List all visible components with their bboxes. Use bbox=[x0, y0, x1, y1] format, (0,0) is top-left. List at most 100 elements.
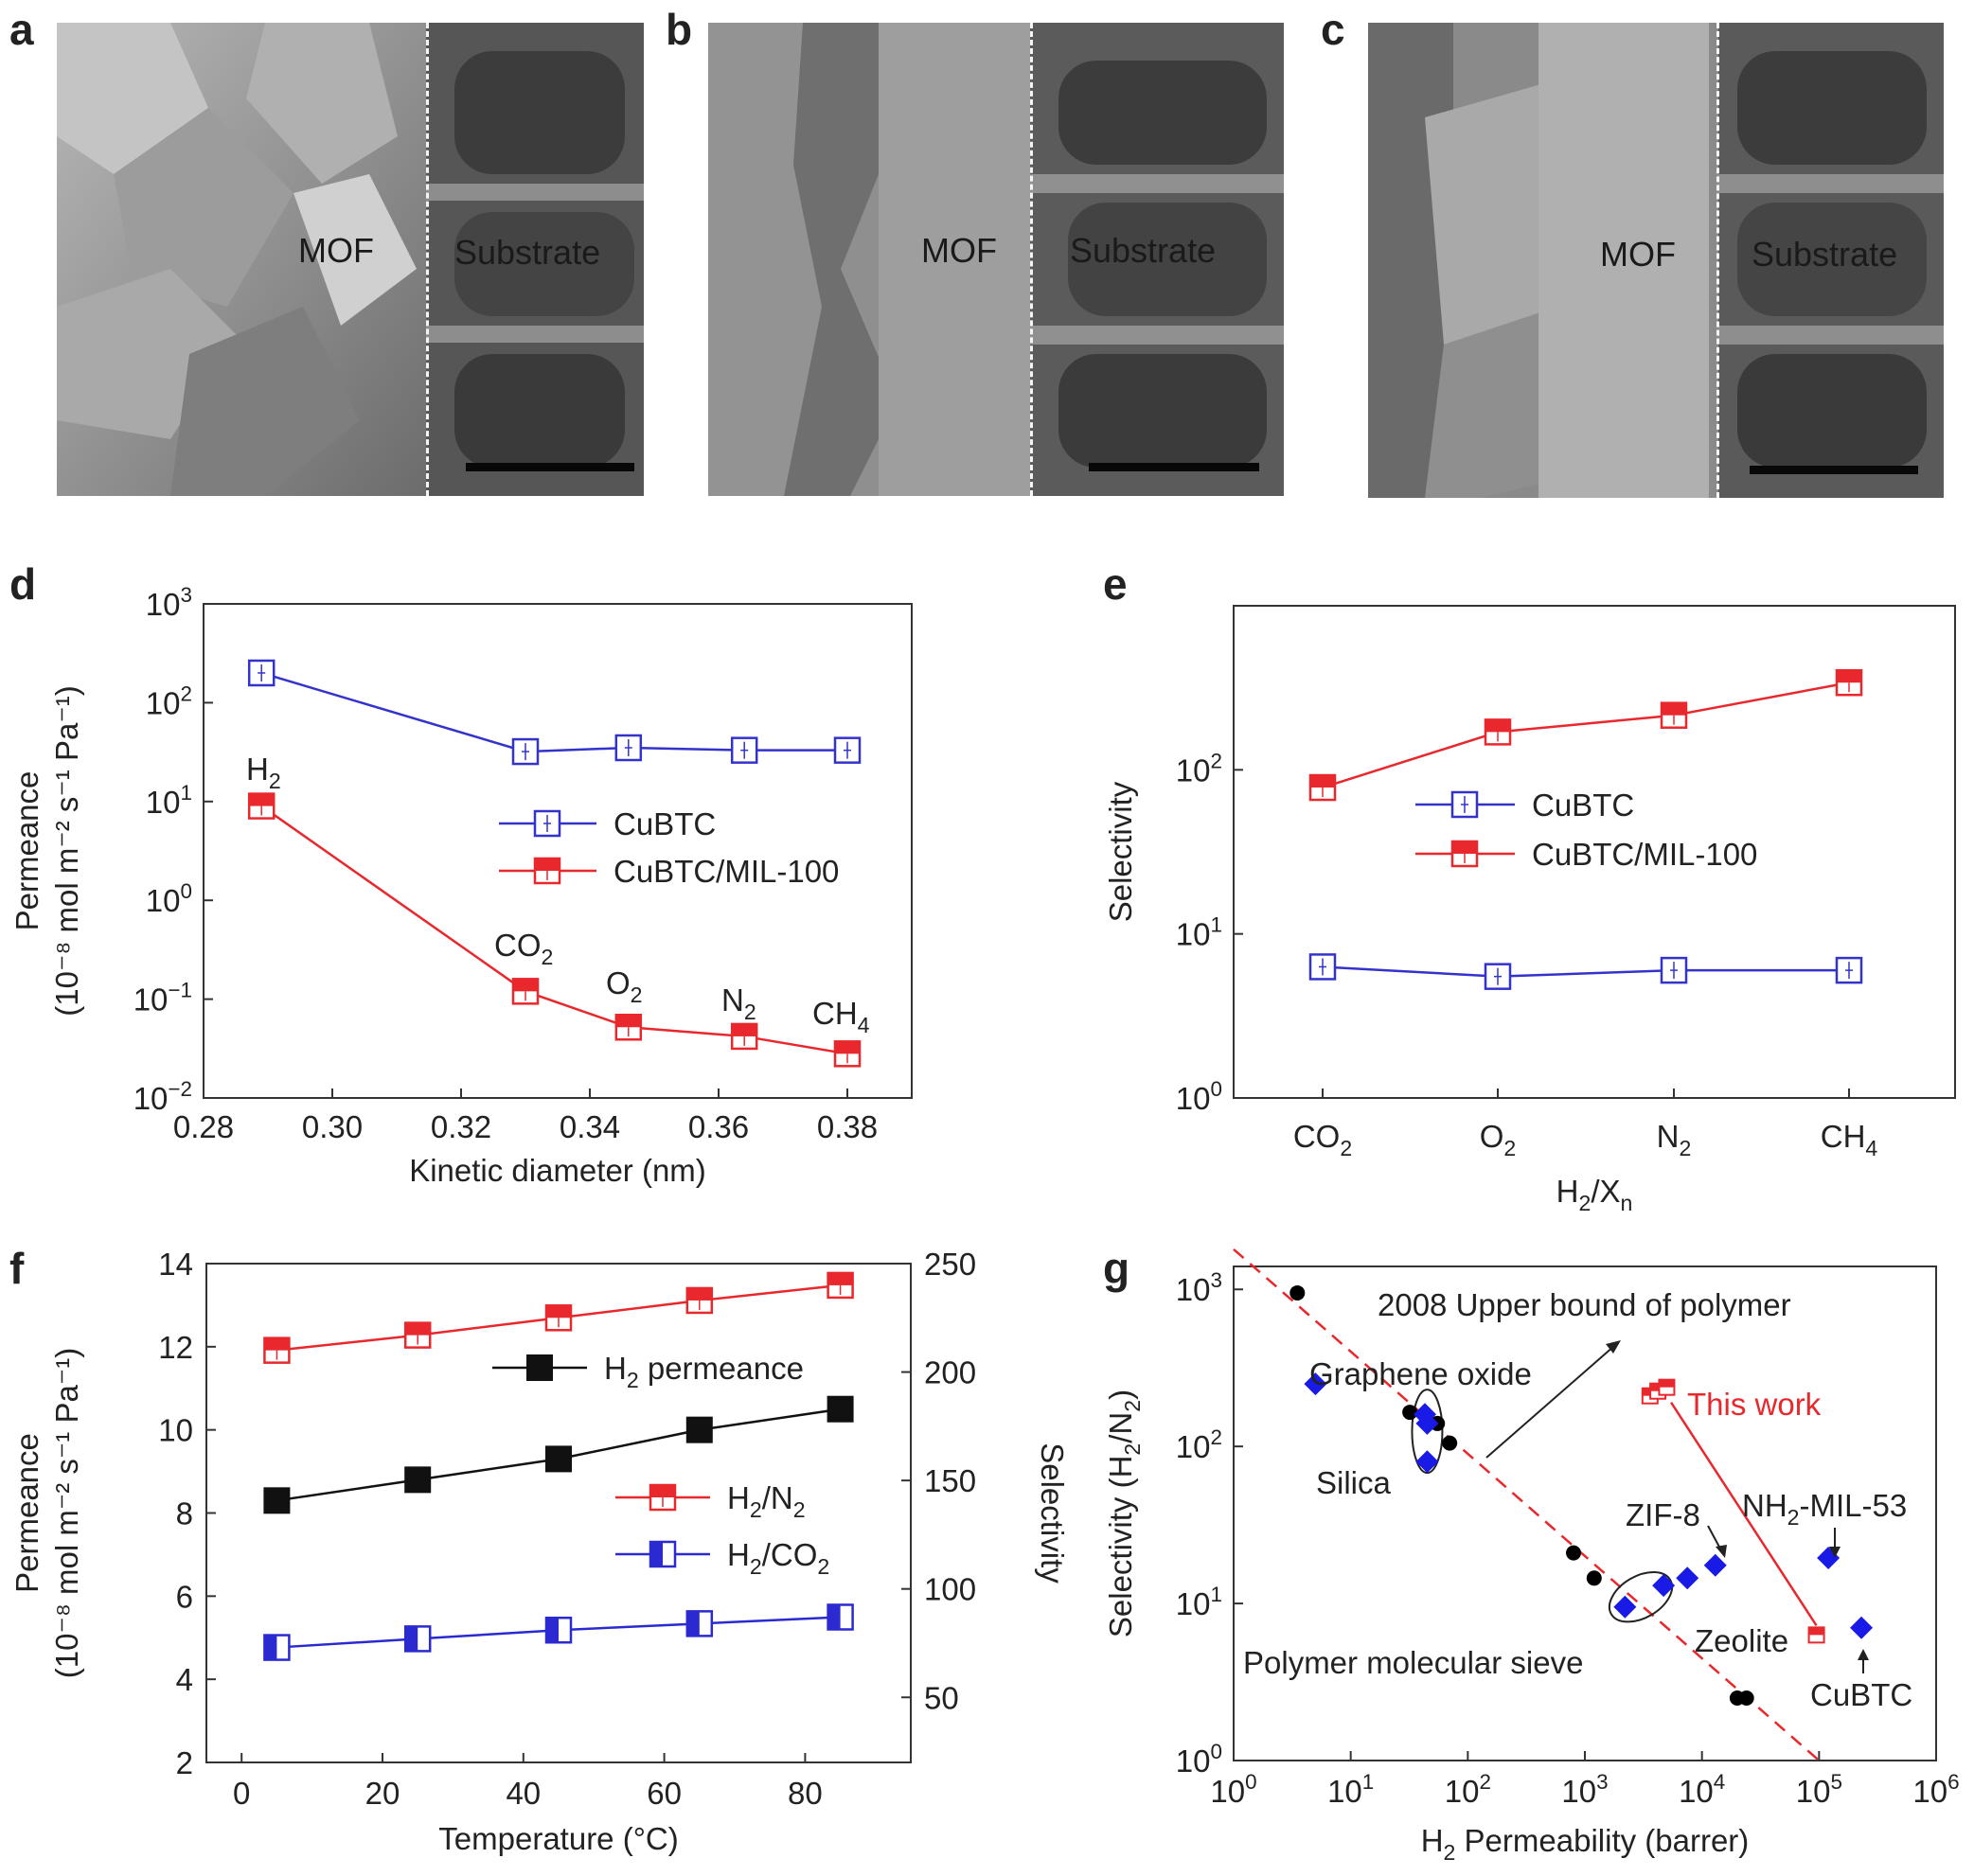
chart-g-black-point-3 bbox=[1442, 1435, 1458, 1451]
chart-g-ytick-label-0: 100 bbox=[1176, 1740, 1222, 1779]
chart-e-frame bbox=[1233, 605, 1956, 1099]
chart-f-y2tick-label-3: 200 bbox=[924, 1355, 976, 1390]
chart-d-legend-label-0: CuBTC bbox=[614, 806, 716, 841]
chart-g-label-3: NH2-MIL-53 bbox=[1742, 1488, 1907, 1530]
chart-f-point-2-3 bbox=[685, 1610, 714, 1637]
sem-texture-b bbox=[708, 23, 1284, 496]
chart-g-upper-bound-line bbox=[1233, 1248, 1821, 1761]
chart-d-line-0 bbox=[260, 671, 847, 753]
chart-e-point-0-2 bbox=[1660, 956, 1688, 984]
chart-f-point-0-1 bbox=[404, 1466, 432, 1494]
chart-f-point-1-1 bbox=[403, 1321, 432, 1349]
chart-g-label-6: CuBTC bbox=[1810, 1677, 1912, 1712]
chart-g-black-point-1 bbox=[1402, 1405, 1418, 1421]
chart-f-point-2-1 bbox=[403, 1625, 432, 1653]
chart-e-line-1 bbox=[1322, 681, 1850, 789]
chart-f-ytick-label-4: 10 bbox=[158, 1413, 193, 1448]
chart-g-this-work-point-3 bbox=[1807, 1626, 1825, 1644]
panel-letter-g: g bbox=[1103, 1244, 1130, 1293]
chart-d-point-1-1 bbox=[511, 978, 540, 1005]
chart-e-legend-marker-0 bbox=[1450, 790, 1479, 819]
chart-d-ylabel-line2: (10⁻⁸ mol m⁻² s⁻¹ Pa⁻¹) bbox=[49, 685, 84, 1016]
chart-f-y2tick-label-0: 50 bbox=[924, 1680, 959, 1715]
chart-e-xtick-label-0: CO2 bbox=[1293, 1119, 1352, 1160]
chart-f-point-2-4 bbox=[827, 1603, 854, 1631]
chart-g-zif8-arrowhead bbox=[1716, 1545, 1727, 1558]
chart-g-xtick-label-4: 104 bbox=[1679, 1770, 1725, 1809]
chart-d-point-0-0 bbox=[247, 659, 276, 687]
chart-f-point-0-0 bbox=[263, 1487, 291, 1514]
chart-g-blue-diamond-7 bbox=[1703, 1553, 1727, 1577]
chart-d-point-1-3 bbox=[730, 1022, 758, 1051]
chart-g-blue-diamond-9 bbox=[1850, 1616, 1874, 1639]
chart-d-annotation-0: H2 bbox=[246, 752, 281, 793]
panel-letter-d: d bbox=[9, 559, 37, 609]
chart-e-point-0-3 bbox=[1835, 956, 1863, 984]
chart-d-annotation-1: CO2 bbox=[494, 928, 553, 969]
chart-d-point-0-3 bbox=[730, 736, 758, 764]
chart-d-point-0-4 bbox=[833, 736, 862, 764]
chart-d-annotation-4: CH4 bbox=[812, 996, 870, 1037]
chart-g-ylabel: Selectivity (H2/N2) bbox=[1103, 1389, 1145, 1637]
sem-c-mof-label: MOF bbox=[1600, 235, 1676, 274]
chart-g-black-point-7 bbox=[1738, 1690, 1754, 1706]
chart-g-black-point-5 bbox=[1586, 1570, 1602, 1586]
chart-g-label-1: Silica bbox=[1316, 1465, 1392, 1500]
chart-f-xtick-label-2: 40 bbox=[506, 1776, 541, 1811]
chart-f-point-0-3 bbox=[685, 1416, 713, 1443]
sem-texture-a bbox=[57, 23, 644, 496]
chart-f-point-1-4 bbox=[827, 1271, 854, 1300]
chart-e-ytick-label-2: 102 bbox=[1176, 749, 1222, 788]
chart-g-ytick-label-1: 101 bbox=[1176, 1583, 1222, 1621]
chart-g-this-work-arrow bbox=[1670, 1402, 1818, 1627]
chart-d-ytick-label-1: 10−1 bbox=[133, 979, 192, 1018]
chart-g-label-7: This work bbox=[1687, 1387, 1822, 1422]
chart-g-xlabel: H2 Permeability (barrer) bbox=[1421, 1823, 1750, 1865]
scale-bar-c bbox=[1750, 466, 1918, 474]
chart-f-legend-label-2: H2/CO2 bbox=[727, 1537, 829, 1579]
chart-g-blue-diamond-5 bbox=[1652, 1574, 1676, 1598]
chart-d-point-1-0 bbox=[247, 792, 276, 820]
sem-a-substrate-label: Substrate bbox=[454, 233, 601, 272]
chart-f-ytick-label-5: 12 bbox=[158, 1330, 193, 1365]
chart-g-blue-diamond-2 bbox=[1415, 1411, 1439, 1435]
chart-f-xtick-label-0: 0 bbox=[233, 1776, 250, 1811]
chart-g-ytick-label-2: 102 bbox=[1176, 1425, 1222, 1464]
chart-f-ytick-label-3: 8 bbox=[176, 1496, 193, 1531]
sem-texture-c bbox=[1368, 23, 1944, 498]
chart-f-xtick-label-3: 60 bbox=[647, 1776, 682, 1811]
chart-g-ytick-label-3: 103 bbox=[1176, 1268, 1222, 1307]
chart-g-xtick-label-0: 100 bbox=[1210, 1770, 1256, 1809]
chart-e-point-1-1 bbox=[1484, 718, 1512, 746]
chart-d-xtick-label-1: 0.30 bbox=[302, 1109, 363, 1144]
chart-e-xlabel: H2/Xn bbox=[1556, 1174, 1633, 1215]
chart-g-xtick-label-5: 105 bbox=[1796, 1770, 1842, 1809]
chart-d-ytick-label-3: 101 bbox=[146, 781, 192, 820]
chart-e-point-1-3 bbox=[1835, 668, 1863, 697]
chart-g-label-2: ZIF-8 bbox=[1626, 1497, 1700, 1532]
chart-d-ytick-label-5: 103 bbox=[146, 583, 192, 622]
scale-bar-b bbox=[1089, 463, 1259, 471]
chart-e-xtick-label-2: N2 bbox=[1657, 1119, 1692, 1160]
panel-letter-f: f bbox=[9, 1244, 25, 1293]
chart-f-y2tick-label-1: 100 bbox=[924, 1572, 976, 1607]
chart-e-legend-marker-1 bbox=[1450, 840, 1479, 868]
scale-bar-a bbox=[466, 463, 634, 471]
chart-e-legend-label-1: CuBTC/MIL-100 bbox=[1532, 837, 1757, 872]
chart-f-point-1-2 bbox=[544, 1304, 573, 1332]
chart-f-ytick-label-2: 6 bbox=[176, 1579, 193, 1614]
chart-d-point-0-2 bbox=[614, 734, 643, 762]
chart-e-point-0-1 bbox=[1484, 963, 1512, 990]
chart-f-ytick-label-0: 2 bbox=[176, 1745, 193, 1780]
chart-f-legend-label-1: H2/N2 bbox=[727, 1480, 806, 1522]
panel-letter-c: c bbox=[1321, 5, 1345, 54]
chart-e-ylabel: Selectivity bbox=[1103, 781, 1138, 922]
chart-f-legend-marker-2 bbox=[649, 1540, 677, 1568]
chart-d-ytick-label-2: 100 bbox=[146, 879, 192, 918]
chart-g-xtick-label-2: 102 bbox=[1445, 1770, 1491, 1809]
chart-f-point-1-3 bbox=[685, 1286, 714, 1315]
chart-d-xlabel: Kinetic diameter (nm) bbox=[409, 1153, 706, 1188]
chart-d-xtick-label-0: 0.28 bbox=[173, 1109, 234, 1144]
chart-e-point-1-0 bbox=[1308, 773, 1337, 802]
chart-g-black-point-0 bbox=[1289, 1284, 1306, 1301]
